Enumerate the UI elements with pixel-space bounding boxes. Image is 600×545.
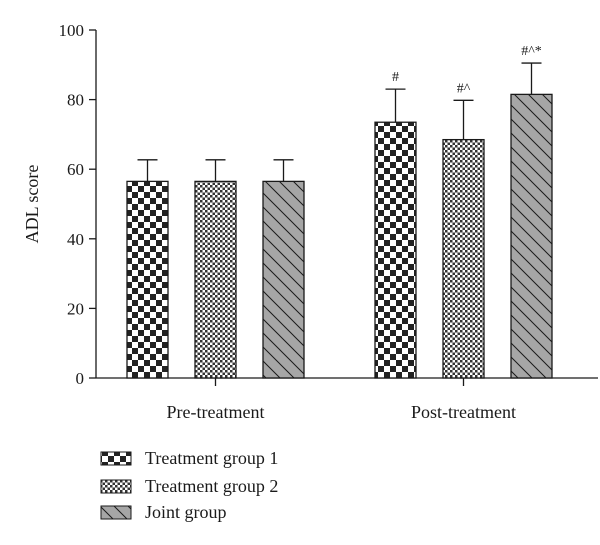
legend-swatch-treatment-group-1 (100, 451, 132, 466)
y-tick-label: 0 (76, 369, 85, 388)
axes: 0 20 40 60 80 100 Pre-treatment Post-treatment (59, 21, 598, 422)
x-category-label: Pre-treatment (167, 402, 265, 422)
y-tick-label: 20 (67, 299, 84, 318)
legend-label: Joint group (145, 502, 227, 522)
y-tick-label: 40 (67, 230, 84, 249)
legend-swatch-joint-group (100, 505, 132, 520)
legend-label: Treatment group 2 (145, 476, 278, 496)
y-axis-label: ADL score (22, 165, 42, 244)
significance-annotation: #^* (521, 44, 542, 59)
significance-annotation: #^ (457, 81, 471, 96)
bar-treatment-group-1-1 (374, 121, 417, 379)
bar-joint-group-1 (510, 93, 553, 379)
legend: Treatment group 1 Treatment group 2 Joint … (100, 448, 278, 522)
legend-swatch-treatment-group-2 (100, 479, 132, 494)
y-tick-label: 100 (59, 21, 85, 40)
legend-label: Treatment group 1 (145, 448, 278, 468)
y-tick-label: 80 (67, 91, 84, 110)
bar-joint-group-0 (262, 180, 305, 379)
bar-treatment-group-2-1 (442, 138, 485, 379)
bar-treatment-group-1-0 (126, 180, 169, 379)
significance-annotation: # (392, 70, 399, 85)
y-tick-label: 60 (67, 160, 84, 179)
error-bars-layer (137, 62, 542, 182)
bars-layer (126, 93, 553, 379)
bar-treatment-group-2-0 (194, 180, 237, 379)
annotations-layer: # #^ #^* (392, 44, 542, 96)
x-category-label: Post-treatment (411, 402, 516, 422)
